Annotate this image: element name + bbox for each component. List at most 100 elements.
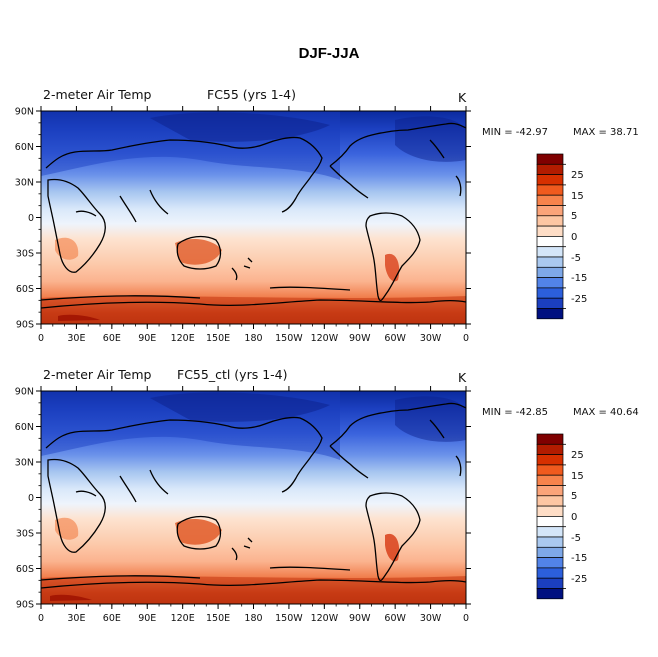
panel-2-units: K: [458, 370, 467, 385]
colorbar-box: [536, 485, 564, 497]
lon-tick-label: 90W: [349, 613, 371, 624]
colorbar-box: [536, 505, 564, 517]
lon-tick-label: 0: [38, 333, 44, 344]
colorbar-2-boxes: [536, 433, 566, 600]
lon-tick-label: 30E: [67, 613, 85, 624]
colorbar-box: [536, 516, 564, 528]
colorbar-box: [536, 588, 564, 600]
lat-tick-label: 0: [28, 493, 34, 504]
panel-2-min-label: MIN = -42.85: [482, 407, 548, 418]
lon-tick-label: 90E: [138, 333, 156, 344]
lat-tick-label: 30S: [16, 529, 34, 540]
lon-tick-label: 150W: [275, 333, 303, 344]
panel-1-min-label: MIN = -42.97: [482, 127, 548, 138]
lat-tick-label: 90N: [15, 387, 34, 398]
lon-tick-label: 120E: [171, 613, 195, 624]
colorbar-box: [536, 225, 564, 237]
colorbar-box: [536, 215, 564, 227]
colorbar-box: [536, 277, 564, 289]
lon-tick-label: 30E: [67, 333, 85, 344]
colorbar-1-label-minus15: -15: [571, 273, 587, 284]
lon-tick-label: 30W: [420, 333, 442, 344]
figure-title: DJF-JJA: [299, 45, 360, 62]
lon-tick-label: 150W: [275, 613, 303, 624]
colorbar-2-labels: 25 15 5 0 -5 -15 -25: [571, 450, 587, 585]
panel-1-max-label: MAX = 38.71: [573, 127, 639, 138]
lat-tick-label: 60S: [16, 564, 34, 575]
colorbar-1-label-15: 15: [571, 191, 584, 202]
colorbar-box: [536, 236, 564, 248]
colorbar-1: 25 15 5 0 -5 -15 -25: [536, 153, 587, 320]
lon-tick-label: 60E: [103, 333, 121, 344]
panel-1-left-title: 2-meter Air Temp: [43, 87, 152, 102]
map-panel-1: 2-meter Air Temp FC55 (yrs 1-4) K MIN = …: [15, 87, 639, 344]
lon-tick-label: 150E: [206, 613, 230, 624]
colorbar-2-label-minus5: -5: [571, 533, 581, 544]
colorbar-2-label-0: 0: [571, 512, 577, 523]
lon-tick-label: 60W: [384, 333, 406, 344]
colorbar-2-label-minus25: -25: [571, 574, 587, 585]
colorbar-box: [536, 557, 564, 569]
lat-tick-label: 90S: [16, 320, 34, 331]
colorbar-2-label-25: 25: [571, 450, 584, 461]
colorbar-box: [536, 246, 564, 258]
lon-tick-label: 90W: [349, 333, 371, 344]
lon-tick-label: 60E: [103, 613, 121, 624]
colorbar-box: [536, 464, 564, 476]
panel-1-center-title: FC55 (yrs 1-4): [207, 87, 296, 102]
lon-tick-label: 90E: [138, 613, 156, 624]
lon-tick-label: 180: [244, 613, 262, 624]
panel-1-coastlines: [41, 122, 466, 309]
colorbar-box: [536, 256, 564, 268]
lon-tick-label: 0: [463, 333, 469, 344]
colorbar-1-labels: 25 15 5 0 -5 -15 -25: [571, 170, 587, 305]
lat-tick-label: 60N: [15, 142, 34, 153]
colorbar-box: [536, 443, 564, 455]
panel-1-units: K: [458, 90, 467, 105]
lon-tick-label: 150E: [206, 333, 230, 344]
panel-2-axes: 90N 60N 30N 0 30S 60S 90S 0 30E 60E 90E 120E 150E 180…: [15, 386, 471, 624]
colorbar-box: [536, 174, 564, 186]
lon-tick-label: 120W: [311, 333, 339, 344]
colorbar-box: [536, 184, 564, 196]
lat-tick-label: 90N: [15, 107, 34, 118]
colorbar-box: [536, 297, 564, 309]
colorbar-box: [536, 536, 564, 548]
panel-2-center-title: FC55_ctl (yrs 1-4): [177, 367, 288, 382]
colorbar-1-label-5: 5: [571, 211, 577, 222]
colorbar-box: [536, 526, 564, 538]
lat-tick-label: 60S: [16, 284, 34, 295]
colorbar-2-label-minus15: -15: [571, 553, 587, 564]
map-panel-2: 2-meter Air Temp FC55_ctl (yrs 1-4) K MI…: [15, 367, 639, 624]
panel-2-field: [41, 391, 466, 604]
colorbar-box: [536, 546, 564, 558]
colorbar-1-label-minus25: -25: [571, 294, 587, 305]
colorbar-1-boxes: [536, 153, 566, 320]
colorbar-1-label-minus5: -5: [571, 253, 581, 264]
colorbar-box: [536, 308, 564, 320]
colorbar-box: [536, 194, 564, 206]
lat-tick-label: 60N: [15, 422, 34, 433]
colorbar-box: [536, 205, 564, 217]
lon-tick-label: 0: [463, 613, 469, 624]
lon-tick-label: 30W: [420, 613, 442, 624]
colorbar-box: [536, 567, 564, 579]
colorbar-box: [536, 287, 564, 299]
colorbar-2: 25 15 5 0 -5 -15 -25: [536, 433, 587, 600]
colorbar-1-label-0: 0: [571, 232, 577, 243]
colorbar-2-label-5: 5: [571, 491, 577, 502]
colorbar-box: [536, 495, 564, 507]
panel-1-axes: 90N 60N 30N 0 30S 60S 90S 0 30E 60E 90E 120E 150E 180…: [15, 106, 471, 344]
colorbar-box: [536, 454, 564, 466]
lat-tick-label: 90S: [16, 600, 34, 611]
colorbar-box: [536, 266, 564, 278]
lon-tick-label: 120E: [171, 333, 195, 344]
colorbar-box: [536, 474, 564, 486]
lon-tick-label: 0: [38, 613, 44, 624]
panel-2-max-label: MAX = 40.64: [573, 407, 639, 418]
colorbar-box: [536, 433, 564, 445]
colorbar-box: [536, 153, 564, 165]
lat-tick-label: 0: [28, 213, 34, 224]
colorbar-box: [536, 577, 564, 589]
